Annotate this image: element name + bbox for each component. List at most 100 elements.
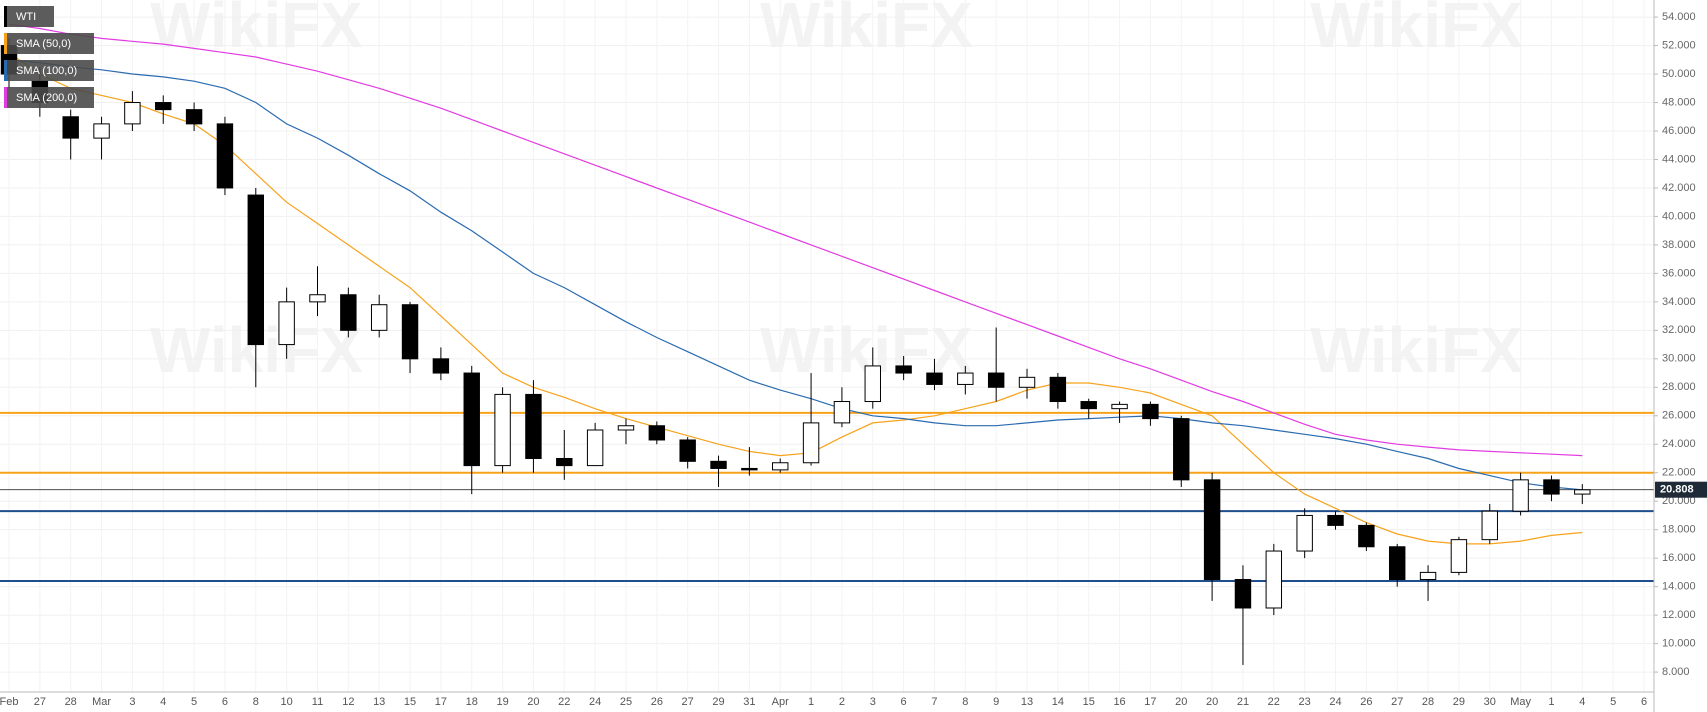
x-tick-label: 31 bbox=[743, 696, 755, 708]
candle-body bbox=[741, 467, 758, 471]
levels bbox=[0, 411, 1654, 582]
x-tick-label: 1 bbox=[1548, 696, 1554, 708]
candles bbox=[0, 38, 1591, 665]
legend: WTI SMA (50,0) SMA (100,0) SMA (200,0) bbox=[4, 6, 94, 108]
watermark: WikiFX bbox=[760, 0, 973, 61]
candle-body bbox=[864, 365, 881, 403]
y-tick-label: 40.000 bbox=[1662, 210, 1696, 222]
candle-body bbox=[155, 102, 172, 111]
y-tick-label: 22.000 bbox=[1662, 467, 1696, 479]
candle-body bbox=[124, 102, 141, 125]
legend-label: SMA (200,0) bbox=[16, 92, 77, 104]
candle-body bbox=[1265, 550, 1283, 609]
last-price-label: 20.808 bbox=[1660, 484, 1694, 496]
x-tick-label: 6 bbox=[901, 696, 907, 708]
y-tick-label: 34.000 bbox=[1662, 296, 1696, 308]
x-tick-label: 3 bbox=[870, 696, 876, 708]
x-tick-label: 27 bbox=[682, 696, 694, 708]
candle-body bbox=[1419, 571, 1437, 581]
grid bbox=[0, 0, 1654, 692]
y-tick-label: 48.000 bbox=[1662, 96, 1696, 108]
candle-body bbox=[1358, 524, 1375, 548]
candle-body bbox=[340, 294, 357, 331]
x-tick-label: 11 bbox=[312, 696, 323, 708]
y-tick-label: 18.000 bbox=[1662, 524, 1696, 536]
plot-area bbox=[0, 0, 1654, 692]
x-tick-label: 17 bbox=[1144, 696, 1156, 708]
candle-body bbox=[463, 372, 480, 467]
x-tick-label: 24 bbox=[1329, 696, 1341, 708]
y-tick-label: 50.000 bbox=[1662, 68, 1696, 80]
x-tick-label: 8 bbox=[962, 696, 968, 708]
candle-body bbox=[710, 460, 727, 469]
y-tick-label: 20.000 bbox=[1662, 495, 1696, 507]
x-tick-label: 26 bbox=[651, 696, 663, 708]
x-tick-label: 20 bbox=[1175, 696, 1187, 708]
x-tick-label: 21 bbox=[1237, 696, 1249, 708]
candle-body bbox=[802, 422, 820, 464]
x-tick-label: 6 bbox=[222, 696, 228, 708]
x-tick-label: Apr bbox=[772, 696, 789, 708]
y-tick-label: 42.000 bbox=[1662, 182, 1696, 194]
x-tick-label: 14 bbox=[1052, 696, 1064, 708]
x-tick-label: 4 bbox=[1579, 696, 1585, 708]
x-tick-label: 15 bbox=[1083, 696, 1095, 708]
y-tick-label: 12.000 bbox=[1662, 609, 1696, 621]
legend-item: WTI bbox=[4, 6, 54, 27]
x-tick-label: 18 bbox=[466, 696, 478, 708]
watermark: WikiFX bbox=[1310, 0, 1523, 61]
y-tick-label: 26.000 bbox=[1662, 410, 1696, 422]
sma-line bbox=[8, 52, 1583, 545]
x-tick-label: 27 bbox=[34, 696, 46, 708]
legend-box bbox=[4, 60, 94, 81]
y-tick-label: 30.000 bbox=[1662, 353, 1696, 365]
y-tick-label: 28.000 bbox=[1662, 381, 1696, 393]
x-tick-label: 15 bbox=[404, 696, 416, 708]
candle-body bbox=[309, 294, 326, 303]
x-tick-label: 9 bbox=[993, 696, 999, 708]
candle-body bbox=[1080, 401, 1097, 410]
axes: 8.000 10.000 12.000 14.000 16.000 18.000 20.00… bbox=[0, 11, 1707, 708]
watermarks: WikiFXWikiFXWikiFXWikiFXWikiFXWikiFX bbox=[150, 0, 1523, 386]
y-tick-label: 44.000 bbox=[1662, 153, 1696, 165]
candle-body bbox=[833, 401, 851, 424]
legend-item: SMA (200,0) bbox=[4, 87, 94, 108]
x-tick-label: 20 bbox=[527, 696, 539, 708]
x-tick-label: 16 bbox=[1113, 696, 1125, 708]
legend-swatch bbox=[4, 60, 7, 81]
candle-body bbox=[247, 194, 265, 346]
legend-swatch bbox=[4, 6, 7, 27]
x-tick-label: 22 bbox=[558, 696, 570, 708]
x-tick-label: 29 bbox=[1453, 696, 1465, 708]
legend-item: SMA (100,0) bbox=[4, 60, 94, 81]
y-tick-label: 10.000 bbox=[1662, 637, 1696, 649]
candle-body bbox=[1574, 489, 1591, 495]
x-tick-label: 22 bbox=[1268, 696, 1280, 708]
x-tick-label: 2 bbox=[839, 696, 845, 708]
candle-body bbox=[185, 109, 203, 125]
sma-lines bbox=[8, 23, 1583, 545]
legend-swatch bbox=[4, 87, 7, 108]
legend-label: SMA (50,0) bbox=[16, 38, 71, 50]
candle-body bbox=[1142, 403, 1159, 420]
candle-body bbox=[1296, 514, 1313, 552]
candle-body bbox=[1049, 376, 1067, 403]
candle-body bbox=[62, 116, 79, 139]
x-tick-label: 7 bbox=[931, 696, 937, 708]
candle-body bbox=[216, 123, 234, 189]
y-tick-label: 46.000 bbox=[1662, 125, 1696, 137]
watermark: WikiFX bbox=[150, 0, 363, 61]
x-tick-label: 12 bbox=[342, 696, 354, 708]
candle-body bbox=[957, 372, 974, 385]
y-tick-label: 54.000 bbox=[1662, 11, 1696, 23]
y-tick-label: 52.000 bbox=[1662, 39, 1696, 51]
legend-label: WTI bbox=[16, 11, 36, 23]
legend-label: SMA (100,0) bbox=[16, 65, 77, 77]
candle-body bbox=[895, 365, 912, 374]
candle-body bbox=[586, 429, 604, 467]
candle-body bbox=[1173, 418, 1190, 481]
x-tick-label: 28 bbox=[65, 696, 77, 708]
candle-body bbox=[278, 301, 295, 346]
candle-body bbox=[93, 123, 110, 139]
